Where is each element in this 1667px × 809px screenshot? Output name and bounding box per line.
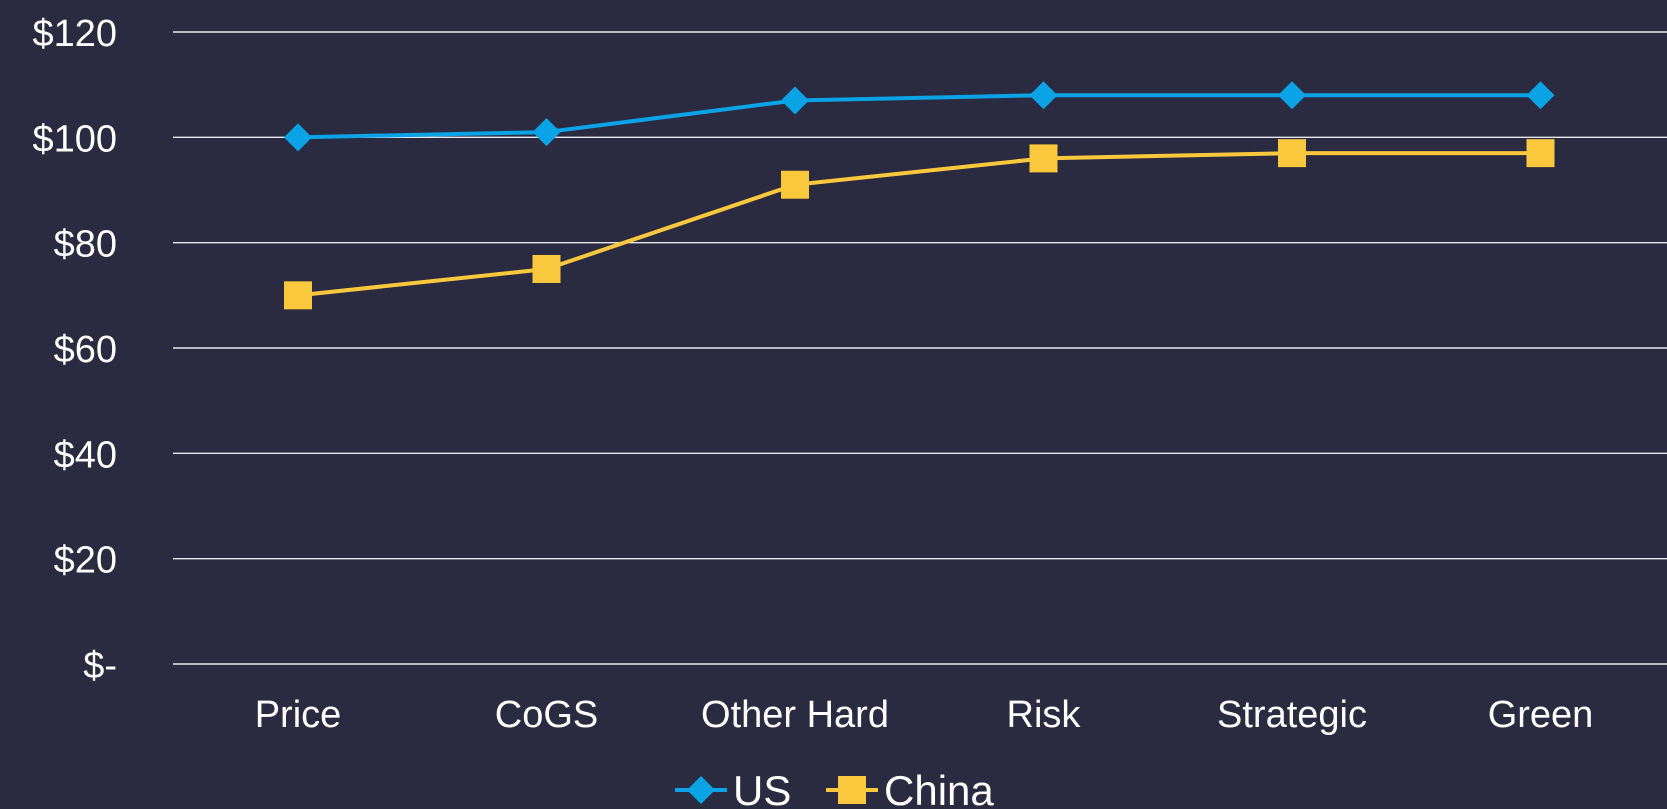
- y-axis-tick-labels: $120 $100 $80 $60 $40 $20 $-: [32, 13, 117, 687]
- y-tick-label: $100: [32, 118, 117, 160]
- y-tick-label: $80: [54, 224, 117, 266]
- y-tick-label: $-: [83, 645, 117, 687]
- data-point-china: [1029, 144, 1058, 173]
- data-point-china: [781, 170, 809, 199]
- series-layer: [284, 81, 1555, 310]
- x-axis-tick-labels: Price CoGS Other Hard Risk Strategic Green: [255, 694, 1594, 736]
- legend-label-us: US: [733, 767, 791, 809]
- gridlines: [173, 31, 1667, 665]
- y-tick-label: $120: [32, 13, 117, 55]
- series-line-china: [297, 151, 1541, 298]
- legend-marker-china: [838, 776, 866, 804]
- legend-item-us: US: [675, 767, 791, 809]
- x-tick-label: Risk: [1007, 694, 1082, 736]
- data-point-china: [1278, 139, 1306, 168]
- x-tick-label: Other Hard: [701, 694, 889, 736]
- data-point-us: [1526, 81, 1555, 110]
- data-point-china: [532, 255, 561, 283]
- data-point-us: [1029, 81, 1058, 110]
- data-point-us: [1278, 81, 1306, 110]
- x-tick-label: Price: [255, 694, 342, 736]
- data-point-us: [532, 118, 561, 147]
- x-tick-label: Green: [1488, 694, 1594, 736]
- series-us: [284, 81, 1555, 152]
- x-tick-label: CoGS: [495, 694, 598, 736]
- y-tick-label: $20: [54, 540, 117, 582]
- data-point-us: [781, 86, 809, 115]
- y-tick-label: $40: [54, 434, 117, 476]
- legend: US China: [675, 767, 994, 809]
- legend-item-china: China: [826, 767, 994, 809]
- legend-label-china: China: [884, 767, 994, 809]
- series-china: [284, 139, 1555, 310]
- x-tick-label: Strategic: [1217, 694, 1367, 736]
- data-point-us: [284, 123, 312, 152]
- data-point-china: [1526, 139, 1555, 168]
- data-point-china: [284, 281, 312, 310]
- legend-marker-us: [687, 776, 715, 804]
- y-tick-label: $60: [54, 329, 117, 371]
- series-line-us: [297, 93, 1541, 140]
